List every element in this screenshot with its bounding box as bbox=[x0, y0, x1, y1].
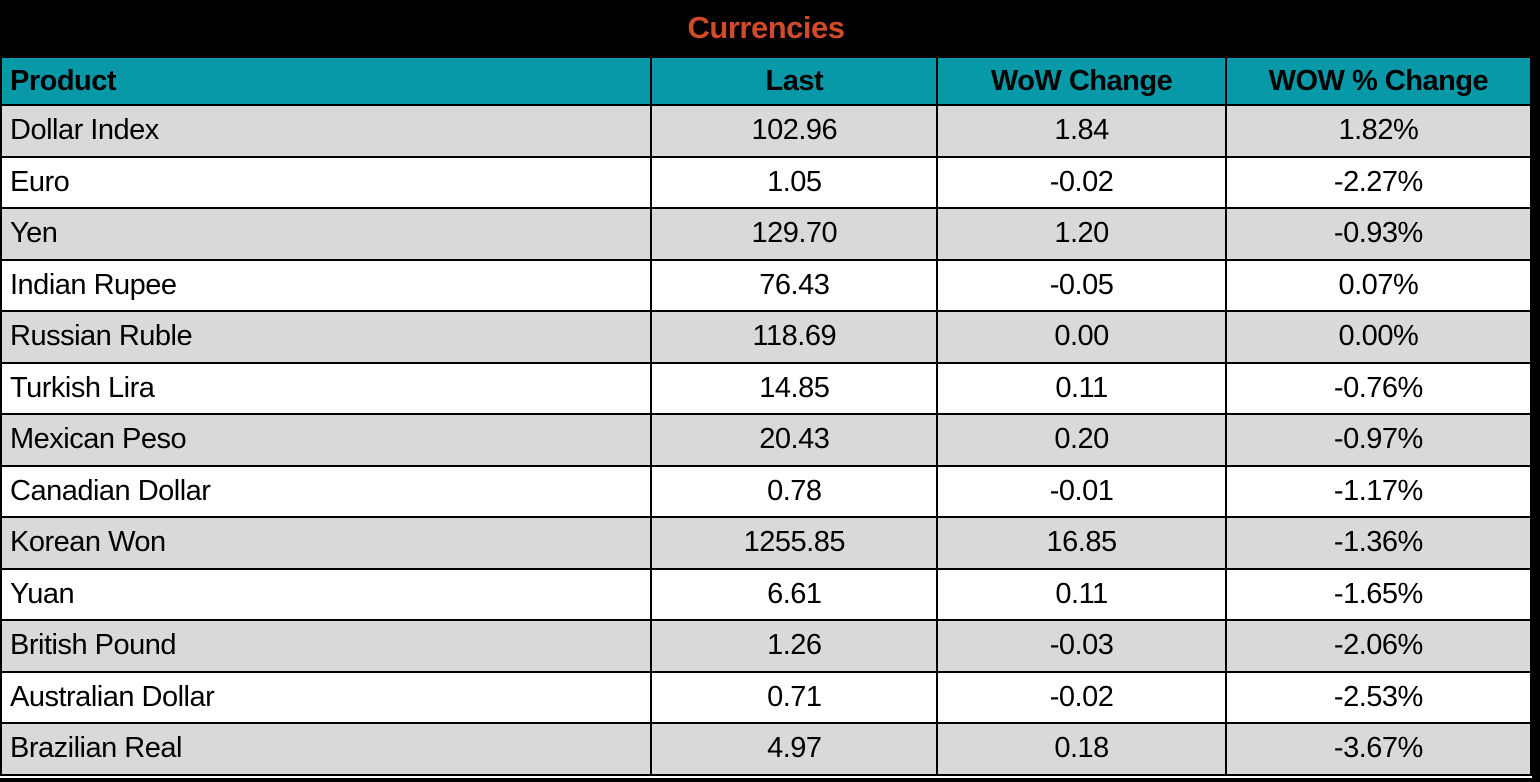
last-cell: 1255.85 bbox=[650, 516, 939, 570]
wow-change-cell: 0.00 bbox=[936, 310, 1227, 364]
table-row: British Pound 1.26 -0.03 -2.06% bbox=[0, 619, 1532, 673]
wow-pct-change-cell: 0.07% bbox=[1224, 258, 1532, 312]
header-cell-last: Last bbox=[650, 56, 939, 106]
last-cell: 102.96 bbox=[650, 104, 939, 158]
last-cell: 129.70 bbox=[650, 207, 939, 261]
product-cell: British Pound bbox=[0, 619, 653, 673]
wow-pct-change-cell: -0.76% bbox=[1224, 361, 1532, 415]
wow-change-cell: 0.11 bbox=[936, 567, 1227, 621]
wow-pct-change-cell: -1.65% bbox=[1224, 567, 1532, 621]
wow-pct-change-cell: -3.67% bbox=[1224, 722, 1532, 776]
last-cell: 1.05 bbox=[650, 155, 939, 209]
last-cell: 4.97 bbox=[650, 722, 939, 776]
last-cell: 20.43 bbox=[650, 413, 939, 467]
table-body: Dollar Index 102.96 1.84 1.82% Euro 1.05 -0.02… bbox=[0, 104, 1532, 776]
last-cell: 0.78 bbox=[650, 464, 939, 518]
table-row: Yuan 6.61 0.11 -1.65% bbox=[0, 567, 1532, 621]
wow-change-cell: 16.85 bbox=[936, 516, 1227, 570]
product-cell: Mexican Peso bbox=[0, 413, 653, 467]
product-cell: Brazilian Real bbox=[0, 722, 653, 776]
table-row: Yen 129.70 1.20 -0.93% bbox=[0, 207, 1532, 261]
table-row: Indian Rupee 76.43 -0.05 0.07% bbox=[0, 258, 1532, 312]
wow-change-cell: 0.20 bbox=[936, 413, 1227, 467]
table-row: Australian Dollar 0.71 -0.02 -2.53% bbox=[0, 670, 1532, 724]
wow-change-cell: 0.18 bbox=[936, 722, 1227, 776]
wow-change-cell: 0.11 bbox=[936, 361, 1227, 415]
last-cell: 1.26 bbox=[650, 619, 939, 673]
currencies-table: Product Last WoW Change WOW % Change Dol… bbox=[0, 56, 1532, 776]
wow-change-cell: -0.03 bbox=[936, 619, 1227, 673]
wow-pct-change-cell: -2.27% bbox=[1224, 155, 1532, 209]
product-cell: Dollar Index bbox=[0, 104, 653, 158]
table-row: Mexican Peso 20.43 0.20 -0.97% bbox=[0, 413, 1532, 467]
table-row: Korean Won 1255.85 16.85 -1.36% bbox=[0, 516, 1532, 570]
title-bar: Currencies bbox=[0, 0, 1532, 56]
product-cell: Canadian Dollar bbox=[0, 464, 653, 518]
wow-change-cell: 1.20 bbox=[936, 207, 1227, 261]
last-cell: 76.43 bbox=[650, 258, 939, 312]
wow-pct-change-cell: -0.97% bbox=[1224, 413, 1532, 467]
product-cell: Yen bbox=[0, 207, 653, 261]
product-cell: Yuan bbox=[0, 567, 653, 621]
wow-change-cell: -0.01 bbox=[936, 464, 1227, 518]
table-row: Dollar Index 102.96 1.84 1.82% bbox=[0, 104, 1532, 158]
last-cell: 6.61 bbox=[650, 567, 939, 621]
product-cell: Indian Rupee bbox=[0, 258, 653, 312]
last-cell: 14.85 bbox=[650, 361, 939, 415]
table-row: Turkish Lira 14.85 0.11 -0.76% bbox=[0, 361, 1532, 415]
last-cell: 118.69 bbox=[650, 310, 939, 364]
wow-pct-change-cell: 0.00% bbox=[1224, 310, 1532, 364]
header-row: Product Last WoW Change WOW % Change bbox=[0, 56, 1532, 106]
table-header: Product Last WoW Change WOW % Change bbox=[0, 56, 1532, 106]
wow-change-cell: -0.02 bbox=[936, 155, 1227, 209]
product-cell: Euro bbox=[0, 155, 653, 209]
wow-change-cell: 1.84 bbox=[936, 104, 1227, 158]
header-cell-wow-change: WoW Change bbox=[936, 56, 1227, 106]
product-cell: Russian Ruble bbox=[0, 310, 653, 364]
table-row: Euro 1.05 -0.02 -2.27% bbox=[0, 155, 1532, 209]
wow-pct-change-cell: -1.17% bbox=[1224, 464, 1532, 518]
wow-change-cell: -0.02 bbox=[936, 670, 1227, 724]
product-cell: Turkish Lira bbox=[0, 361, 653, 415]
last-cell: 0.71 bbox=[650, 670, 939, 724]
wow-change-cell: -0.05 bbox=[936, 258, 1227, 312]
table-row: Russian Ruble 118.69 0.00 0.00% bbox=[0, 310, 1532, 364]
page-title: Currencies bbox=[687, 10, 845, 45]
table-row: Canadian Dollar 0.78 -0.01 -1.17% bbox=[0, 464, 1532, 518]
product-cell: Korean Won bbox=[0, 516, 653, 570]
wow-pct-change-cell: -2.53% bbox=[1224, 670, 1532, 724]
table-row: Brazilian Real 4.97 0.18 -3.67% bbox=[0, 722, 1532, 776]
wow-pct-change-cell: -2.06% bbox=[1224, 619, 1532, 673]
wow-pct-change-cell: -0.93% bbox=[1224, 207, 1532, 261]
product-cell: Australian Dollar bbox=[0, 670, 653, 724]
wow-pct-change-cell: -1.36% bbox=[1224, 516, 1532, 570]
header-cell-product: Product bbox=[0, 56, 653, 106]
wow-pct-change-cell: 1.82% bbox=[1224, 104, 1532, 158]
header-cell-wow-pct-change: WOW % Change bbox=[1224, 56, 1532, 106]
